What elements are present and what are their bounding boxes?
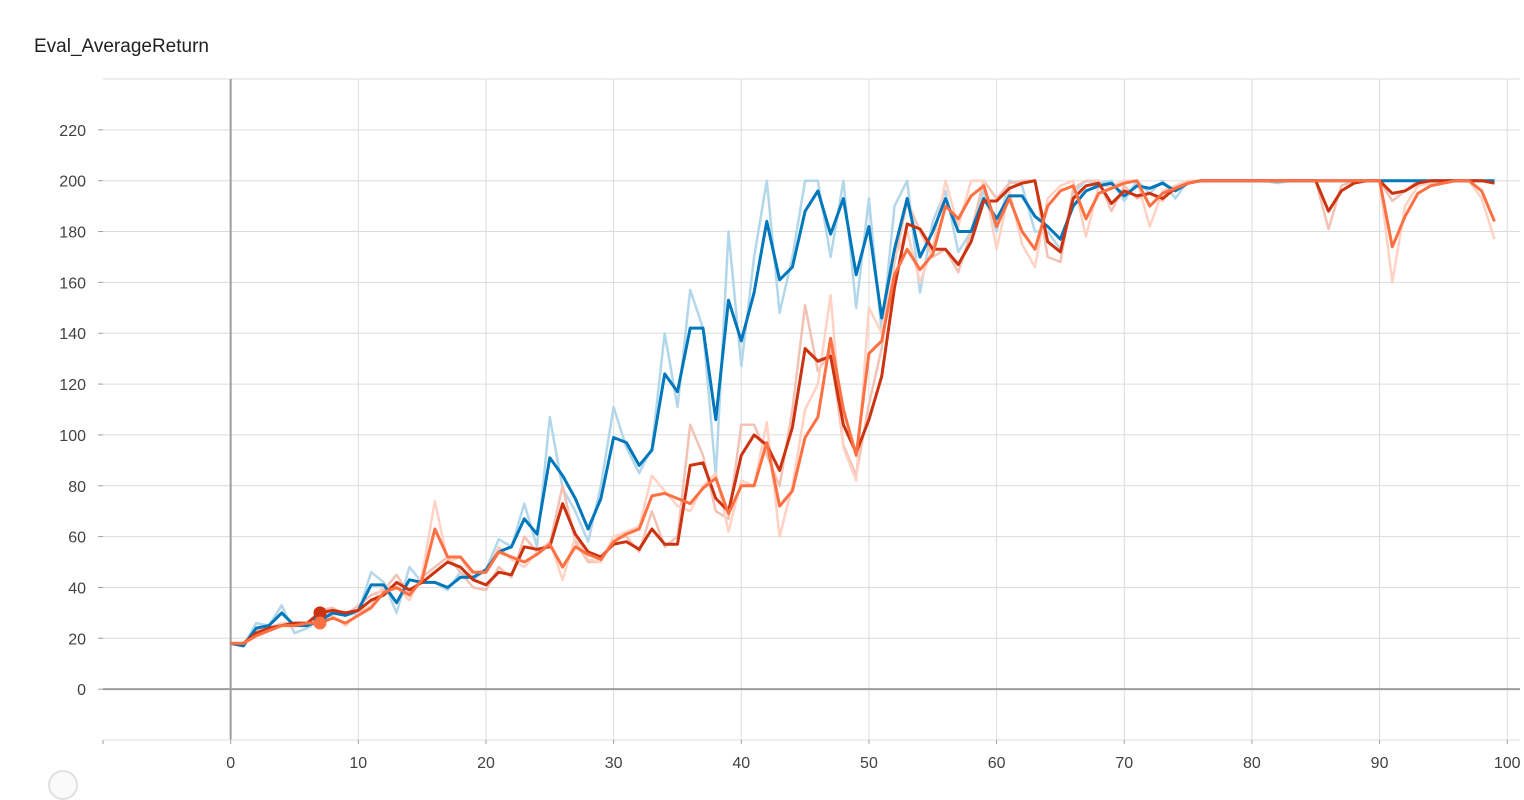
x-axis-ticks: 0 10 20 30 40 50 60 70 80 90 100 xyxy=(102,740,1521,772)
y-tick-label: 220 xyxy=(59,123,86,140)
y-tick-label: 100 xyxy=(59,428,86,445)
hover-markers xyxy=(313,606,327,630)
y-tick-label: 80 xyxy=(68,479,86,496)
x-tick-label: 80 xyxy=(1243,755,1261,772)
x-tick-label: 20 xyxy=(477,755,495,772)
x-tick-label: 60 xyxy=(988,755,1006,772)
chart-title: Eval_AverageReturn xyxy=(34,36,209,57)
y-tick-label: 120 xyxy=(59,377,86,394)
x-tick-label: 70 xyxy=(1115,755,1133,772)
x-tick-label: 100 xyxy=(1494,755,1521,772)
x-tick-label: 50 xyxy=(860,755,878,772)
series-line-3[interactable] xyxy=(230,179,1496,645)
y-tick-label: 60 xyxy=(68,530,86,547)
line-chart[interactable]: 0 10 20 30 40 50 60 70 80 90 100 0 20 40 60 80 100 120 14… xyxy=(0,0,1524,782)
x-tick-label: 10 xyxy=(349,755,367,772)
y-tick-label: 180 xyxy=(59,225,86,242)
y-tick-label: 160 xyxy=(59,275,86,292)
y-tick-label: 140 xyxy=(59,326,86,343)
x-tick-label: 0 xyxy=(226,755,235,772)
y-tick-label: 20 xyxy=(68,631,86,648)
smoothed-series-lines[interactable] xyxy=(230,179,1496,648)
axes xyxy=(103,79,1520,741)
hover-point-3 xyxy=(313,616,327,630)
settings-toggle-button[interactable] xyxy=(48,770,78,800)
x-tick-label: 30 xyxy=(605,755,623,772)
y-tick-label: 0 xyxy=(77,682,86,699)
y-tick-label: 40 xyxy=(68,580,86,597)
grid-lines xyxy=(103,78,1520,740)
x-tick-label: 90 xyxy=(1371,755,1389,772)
x-tick-label: 40 xyxy=(732,755,750,772)
y-axis-ticks: 0 20 40 60 80 100 120 140 160 180 200 220 xyxy=(59,123,103,699)
y-tick-label: 200 xyxy=(59,174,86,191)
